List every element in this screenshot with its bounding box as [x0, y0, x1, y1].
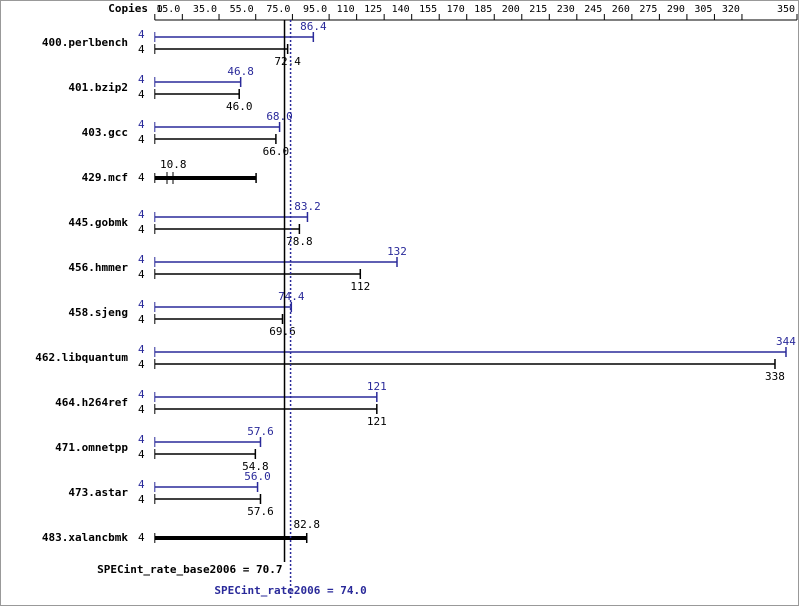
- copies-label: 4: [138, 531, 145, 544]
- benchmark-label: 462.libquantum: [35, 351, 128, 364]
- copies-label: 4: [138, 28, 145, 41]
- x-tick-label: 110: [337, 4, 355, 15]
- value-label: 82.8: [293, 518, 320, 531]
- x-tick-label: 185: [474, 4, 492, 15]
- value-label: 46.0: [226, 100, 253, 113]
- x-tick-label: 75.0: [266, 4, 290, 15]
- value-label: 83.2: [294, 200, 321, 213]
- legend-base: SPECint_rate_base2006 = 70.7: [97, 563, 282, 576]
- copies-label: 4: [138, 268, 145, 281]
- benchmark-label: 473.astar: [68, 486, 128, 499]
- copies-label: 4: [138, 298, 145, 311]
- value-label: 72.4: [274, 55, 301, 68]
- x-tick-label: 0: [157, 4, 163, 15]
- x-tick-label: 305: [694, 4, 712, 15]
- copies-label: 4: [138, 433, 145, 446]
- x-tick-label: 35.0: [193, 4, 217, 15]
- value-label: 121: [367, 415, 387, 428]
- x-tick-label: 260: [612, 4, 630, 15]
- x-tick-label: 200: [502, 4, 520, 15]
- copies-label: 4: [138, 403, 145, 416]
- x-tick-label: 140: [392, 4, 410, 15]
- benchmark-label: 403.gcc: [82, 126, 128, 139]
- value-label: 54.8: [242, 460, 269, 473]
- value-label: 112: [350, 280, 370, 293]
- axis-label: Copies: [108, 2, 148, 15]
- x-tick-label: 275: [639, 4, 657, 15]
- copies-label: 4: [138, 208, 145, 221]
- copies-label: 4: [138, 388, 145, 401]
- value-label: 57.6: [247, 425, 274, 438]
- value-label: 68.0: [266, 110, 293, 123]
- value-label: 56.0: [244, 470, 271, 483]
- copies-label: 4: [138, 43, 145, 56]
- x-tick-label: 350: [777, 4, 795, 15]
- benchmark-label: 401.bzip2: [68, 81, 128, 94]
- x-tick-label: 125: [364, 4, 382, 15]
- benchmark-label: 483.xalancbmk: [42, 531, 128, 544]
- copies-label: 4: [138, 73, 145, 86]
- x-tick-label: 290: [667, 4, 685, 15]
- x-tick-label: 95.0: [303, 4, 327, 15]
- annotation: 10.8: [160, 158, 187, 171]
- copies-label: 4: [138, 118, 145, 131]
- x-tick-label: 15.0: [156, 4, 180, 15]
- benchmark-label: 429.mcf: [82, 171, 128, 184]
- value-label: 78.8: [286, 235, 313, 248]
- value-label: 344: [776, 335, 796, 348]
- x-tick-label: 215: [529, 4, 547, 15]
- benchmark-label: 456.hmmer: [68, 261, 128, 274]
- copies-label: 4: [138, 448, 145, 461]
- value-label: 86.4: [300, 20, 327, 33]
- benchmark-label: 471.omnetpp: [55, 441, 128, 454]
- x-tick-label: 320: [722, 4, 740, 15]
- value-label: 338: [765, 370, 785, 383]
- benchmark-label: 464.h264ref: [55, 396, 128, 409]
- value-label: 66.0: [263, 145, 290, 158]
- copies-label: 4: [138, 478, 145, 491]
- copies-label: 4: [138, 88, 145, 101]
- copies-label: 4: [138, 133, 145, 146]
- value-label: 74.4: [278, 290, 305, 303]
- benchmark-label: 458.sjeng: [68, 306, 128, 319]
- copies-label: 4: [138, 313, 145, 326]
- copies-label: 4: [138, 358, 145, 371]
- value-label: 69.6: [269, 325, 296, 338]
- value-label: 57.6: [247, 505, 274, 518]
- copies-label: 4: [138, 493, 145, 506]
- copies-label: 4: [138, 171, 145, 184]
- value-label: 121: [367, 380, 387, 393]
- benchmark-label: 400.perlbench: [42, 36, 128, 49]
- x-tick-label: 55.0: [230, 4, 254, 15]
- x-tick-label: 245: [584, 4, 602, 15]
- copies-label: 4: [138, 343, 145, 356]
- value-label: 132: [387, 245, 407, 258]
- value-label: 46.8: [227, 65, 254, 78]
- x-tick-label: 170: [447, 4, 465, 15]
- x-tick-label: 155: [419, 4, 437, 15]
- copies-label: 4: [138, 253, 145, 266]
- x-tick-label: 230: [557, 4, 575, 15]
- benchmark-label: 445.gobmk: [68, 216, 128, 229]
- copies-label: 4: [138, 223, 145, 236]
- legend-peak: SPECint_rate2006 = 74.0: [214, 584, 366, 597]
